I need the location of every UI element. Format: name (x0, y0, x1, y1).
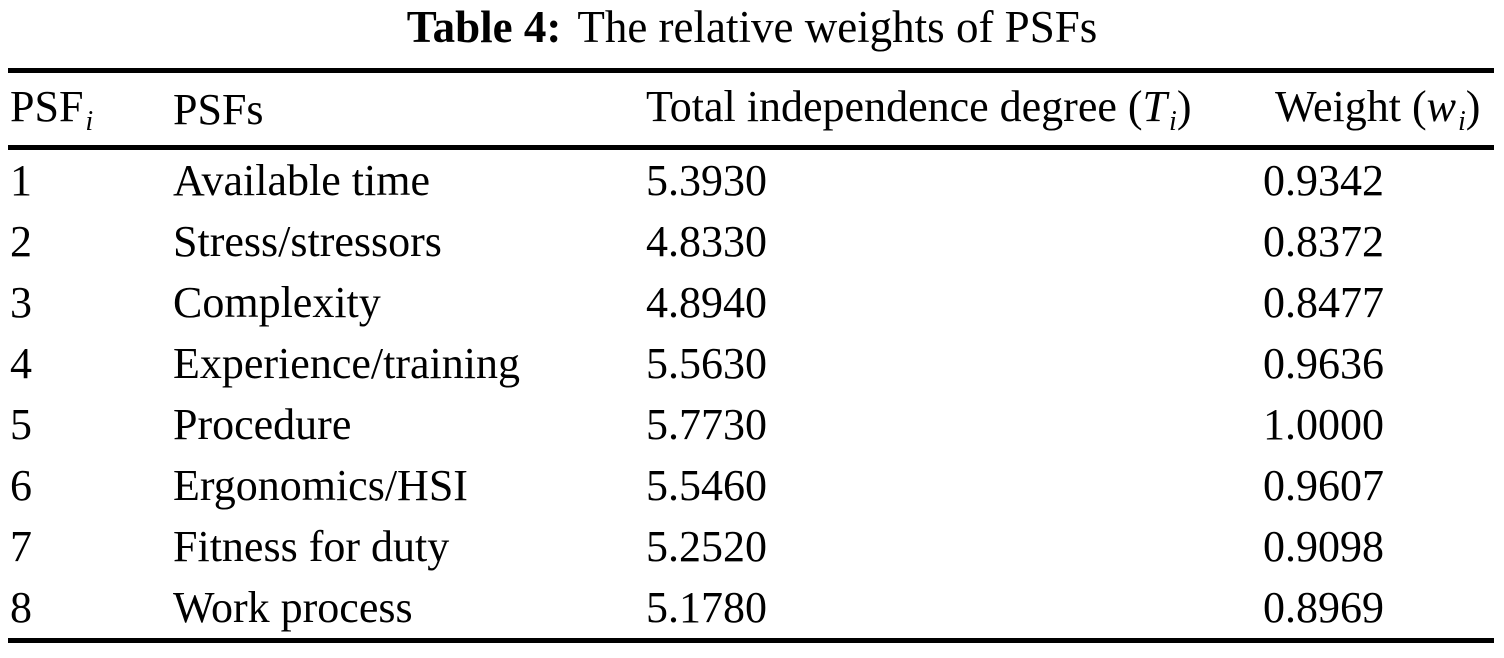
table-row: 4 Experience/training 5.5630 0.9636 (0, 333, 1504, 394)
table-caption: Table 4: The relative weights of PSFs (0, 0, 1504, 52)
cell-psf-index: 1 (10, 156, 32, 205)
cell-weight: 0.9607 (1263, 461, 1384, 510)
table-header-row: PSFi PSFs Total independence degree (Ti)… (0, 73, 1504, 145)
cell-total-independence: 5.5630 (646, 339, 767, 388)
table-caption-label: Table 4: (406, 2, 562, 52)
cell-psf-index: 2 (10, 217, 32, 266)
table-caption-text: The relative weights of PSFs (577, 2, 1098, 52)
cell-psf-name: Experience/training (173, 339, 520, 388)
cell-total-independence: 4.8330 (646, 217, 767, 266)
table-row: 7 Fitness for duty 5.2520 0.9098 (0, 516, 1504, 577)
cell-weight: 1.0000 (1263, 400, 1384, 449)
cell-weight: 0.8372 (1263, 217, 1384, 266)
cell-psf-index: 7 (10, 522, 32, 571)
cell-psf-name: Available time (173, 156, 430, 205)
table-top-rule (8, 68, 1494, 73)
cell-weight: 0.9098 (1263, 522, 1384, 571)
col-header-weight: Weight (wi) (1275, 81, 1481, 137)
cell-psf-name: Ergonomics/HSI (173, 461, 468, 510)
cell-total-independence: 5.3930 (646, 156, 767, 205)
cell-psf-index: 5 (10, 400, 32, 449)
table-row: 5 Procedure 5.7730 1.0000 (0, 394, 1504, 455)
cell-weight: 0.8477 (1263, 278, 1384, 327)
cell-total-independence: 5.7730 (646, 400, 767, 449)
cell-total-independence: 5.5460 (646, 461, 767, 510)
cell-weight: 0.9636 (1263, 339, 1384, 388)
table-body: 1 Available time 5.3930 0.9342 2 Stress/… (0, 150, 1504, 638)
cell-total-independence: 5.2520 (646, 522, 767, 571)
table-row: 3 Complexity 4.8940 0.8477 (0, 272, 1504, 333)
cell-psf-name: Fitness for duty (173, 522, 450, 571)
cell-total-independence: 5.1780 (646, 583, 767, 632)
cell-psf-name: Work process (173, 583, 413, 632)
cell-psf-name: Complexity (173, 278, 381, 327)
col-header-psf-index: PSFi (10, 81, 94, 137)
cell-weight: 0.8969 (1263, 583, 1384, 632)
table-bottom-rule (8, 638, 1494, 643)
cell-psf-index: 8 (10, 583, 32, 632)
cell-psf-index: 3 (10, 278, 32, 327)
cell-psf-index: 4 (10, 339, 32, 388)
table-row: 6 Ergonomics/HSI 5.5460 0.9607 (0, 455, 1504, 516)
col-header-psf-name: PSFs (173, 84, 264, 134)
table-header-rule (8, 145, 1494, 150)
col-header-total-independence: Total independence degree (Ti) (646, 81, 1192, 137)
cell-psf-index: 6 (10, 461, 32, 510)
cell-total-independence: 4.8940 (646, 278, 767, 327)
table-row: 8 Work process 5.1780 0.8969 (0, 577, 1504, 638)
cell-weight: 0.9342 (1263, 156, 1384, 205)
table-row: 2 Stress/stressors 4.8330 0.8372 (0, 211, 1504, 272)
cell-psf-name: Stress/stressors (173, 217, 442, 266)
cell-psf-name: Procedure (173, 400, 352, 449)
table-row: 1 Available time 5.3930 0.9342 (0, 150, 1504, 211)
